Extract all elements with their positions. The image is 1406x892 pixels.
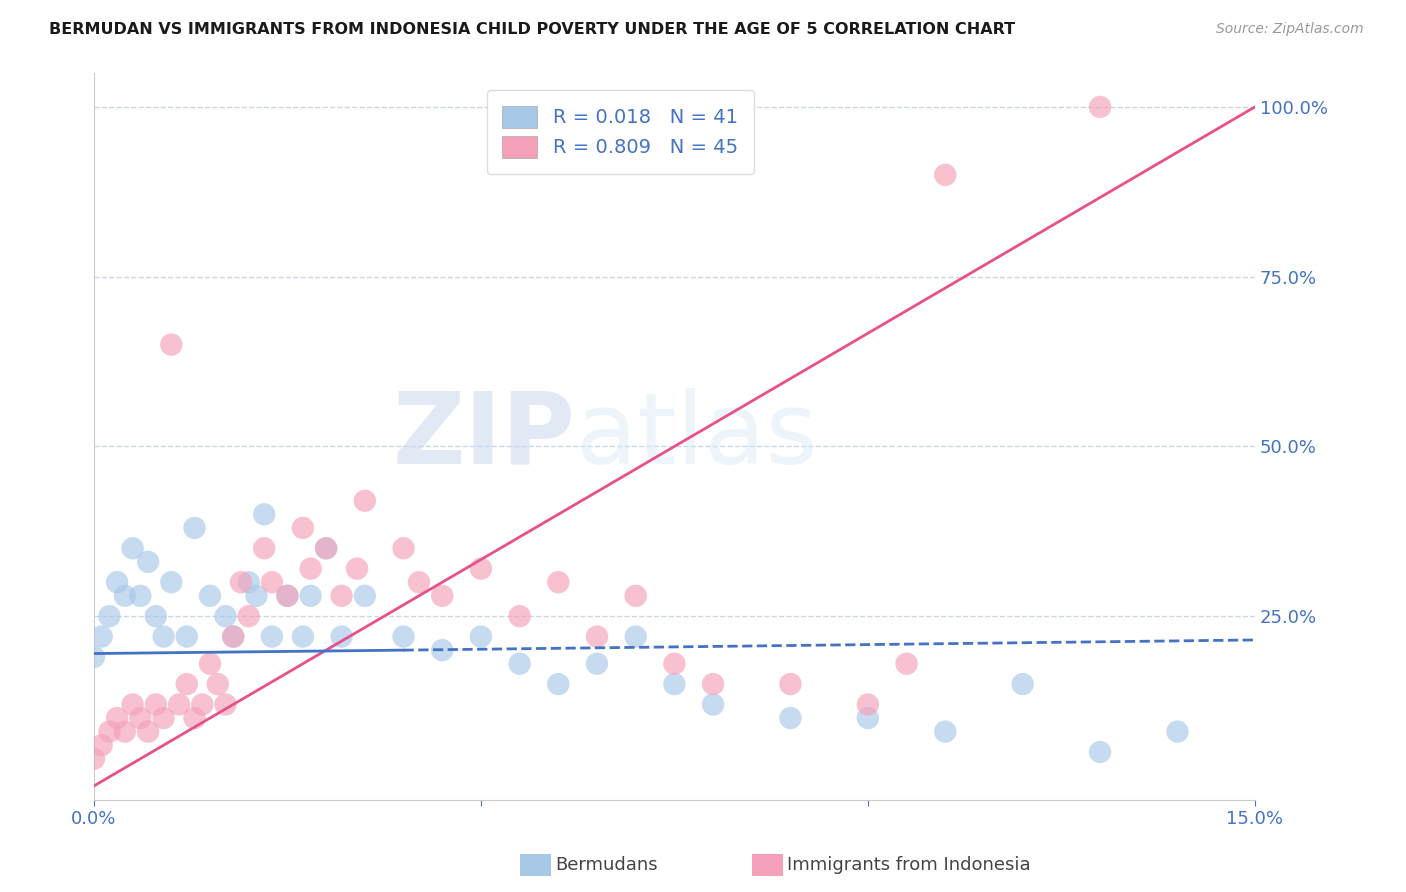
Point (779, 677, 801, 691)
Point (90, 738, 112, 752)
Point (624, 630, 647, 644)
Text: atlas: atlas (575, 388, 817, 484)
Point (346, 562, 368, 576)
Point (509, 609, 531, 624)
Legend: R = 0.018   N = 41, R = 0.809   N = 45: R = 0.018 N = 41, R = 0.809 N = 45 (486, 90, 754, 174)
Point (136, 724, 159, 739)
Point (160, 575, 183, 590)
Point (198, 657, 221, 671)
Point (152, 630, 174, 644)
Point (114, 589, 136, 603)
Point (664, 677, 686, 691)
Point (260, 575, 283, 590)
Point (83, 649, 105, 664)
Point (392, 630, 415, 644)
Point (183, 711, 205, 725)
Point (152, 711, 174, 725)
Point (299, 562, 322, 576)
Point (392, 541, 415, 556)
Point (315, 541, 337, 556)
Point (624, 589, 647, 603)
Point (276, 589, 298, 603)
Point (98, 609, 121, 624)
Point (253, 508, 276, 522)
Point (160, 337, 183, 351)
Point (238, 575, 260, 590)
Text: Bermudans: Bermudans (555, 856, 658, 874)
Point (136, 555, 159, 569)
Point (291, 521, 314, 535)
Point (299, 589, 322, 603)
Point (408, 575, 430, 590)
Point (432, 589, 454, 603)
Point (105, 575, 128, 590)
Point (121, 541, 143, 556)
Text: BERMUDAN VS IMMIGRANTS FROM INDONESIA CHILD POVERTY UNDER THE AGE OF 5 CORRELATI: BERMUDAN VS IMMIGRANTS FROM INDONESIA CH… (49, 22, 1015, 37)
Point (856, 711, 879, 725)
Point (167, 698, 190, 712)
Point (664, 657, 686, 671)
Point (105, 711, 128, 725)
Point (547, 677, 569, 691)
Point (330, 589, 353, 603)
Point (145, 698, 167, 712)
Point (702, 677, 724, 691)
Point (934, 168, 956, 182)
Point (470, 562, 492, 576)
Point (214, 609, 236, 624)
Point (222, 630, 245, 644)
Point (90, 630, 112, 644)
Point (315, 541, 337, 556)
Point (1088, 745, 1111, 759)
Point (183, 521, 205, 535)
Point (176, 677, 198, 691)
Point (291, 630, 314, 644)
Point (856, 698, 879, 712)
Point (353, 493, 375, 508)
Text: Source: ZipAtlas.com: Source: ZipAtlas.com (1216, 22, 1364, 37)
Point (330, 630, 353, 644)
Text: Immigrants from Indonesia: Immigrants from Indonesia (787, 856, 1031, 874)
Point (260, 630, 283, 644)
Point (214, 698, 236, 712)
Point (222, 630, 245, 644)
Point (1166, 724, 1188, 739)
Point (114, 724, 136, 739)
Point (470, 630, 492, 644)
Point (509, 657, 531, 671)
Point (432, 643, 454, 657)
Point (121, 698, 143, 712)
Point (253, 541, 276, 556)
Point (229, 575, 252, 590)
Point (198, 589, 221, 603)
Point (896, 657, 918, 671)
Point (245, 589, 267, 603)
Point (176, 630, 198, 644)
Point (145, 609, 167, 624)
Point (98, 724, 121, 739)
Text: ZIP: ZIP (392, 388, 575, 484)
Point (547, 575, 569, 590)
Point (586, 630, 609, 644)
Point (238, 609, 260, 624)
Point (1011, 677, 1033, 691)
Point (779, 711, 801, 725)
Point (191, 698, 214, 712)
Point (702, 698, 724, 712)
Point (1088, 100, 1111, 114)
Point (353, 589, 375, 603)
Point (934, 724, 956, 739)
Point (129, 711, 152, 725)
Point (207, 677, 229, 691)
Point (586, 657, 609, 671)
Point (276, 589, 298, 603)
Point (83, 752, 105, 766)
Point (129, 589, 152, 603)
